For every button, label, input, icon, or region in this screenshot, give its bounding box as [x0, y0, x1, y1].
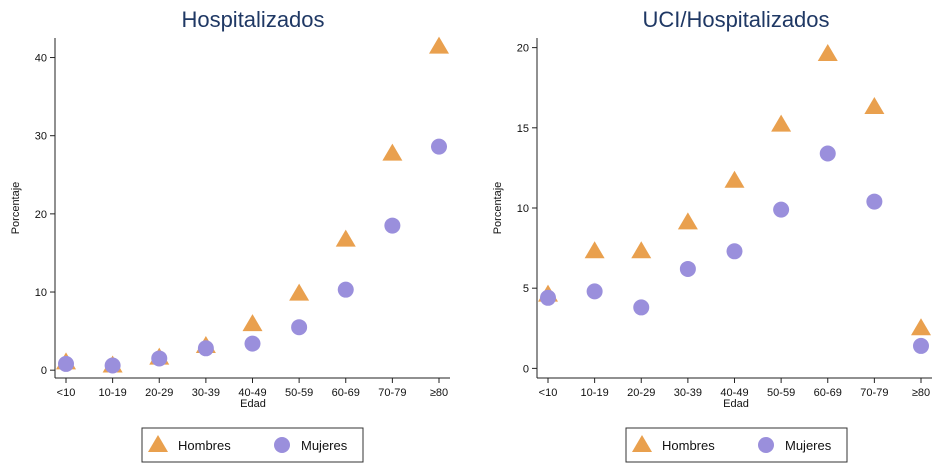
- x-tick-label: 30-39: [674, 387, 702, 399]
- y-tick-label: 40: [35, 53, 47, 65]
- x-tick-label: 60-69: [332, 387, 360, 399]
- x-tick-label: 40-49: [238, 387, 266, 399]
- x-tick-label: 50-59: [767, 387, 795, 399]
- legend-marker-mujeres: [758, 437, 774, 453]
- x-tick-label: 20-29: [145, 387, 173, 399]
- data-point-hombres: [242, 314, 263, 332]
- legend-label-hombres: Hombres: [178, 438, 231, 453]
- x-tick-label: 70-79: [860, 387, 888, 399]
- data-point-hombres: [817, 44, 838, 62]
- x-tick-label: 70-79: [378, 387, 406, 399]
- x-tick-label: <10: [539, 387, 558, 399]
- x-tick-label: 10-19: [581, 387, 609, 399]
- x-axis-title: Edad: [240, 398, 266, 410]
- data-point-hombres: [677, 212, 698, 230]
- y-axis-title: Porcentaje: [492, 182, 504, 235]
- chart-hospitalizados: Hospitalizados 0 10 20 30 40 <10 10-19 20-29 30-3…: [10, 7, 450, 463]
- legend-marker-mujeres: [274, 437, 290, 453]
- x-axis-title: Edad: [723, 398, 749, 410]
- data-point-mujeres: [58, 355, 74, 372]
- legend-marker-hombres: [632, 435, 652, 452]
- data-point-mujeres: [679, 260, 696, 277]
- y-tick-label: 10: [517, 203, 529, 215]
- x-tick-label: <10: [57, 387, 76, 399]
- x-tick-label: 30-39: [192, 387, 220, 399]
- y-tick-label: 30: [35, 131, 47, 143]
- data-point-hombres: [335, 229, 356, 247]
- legend-marker-hombres: [148, 435, 168, 452]
- y-tick-label: 20: [517, 43, 529, 55]
- data-point-mujeres: [431, 138, 447, 155]
- x-tick-label: ≥80: [912, 387, 930, 399]
- x-tick-label: 20-29: [627, 387, 655, 399]
- y-tick-label: 5: [523, 283, 529, 295]
- data-point-hombres: [724, 170, 745, 188]
- legend-box: [625, 427, 848, 463]
- data-point-mujeres: [151, 350, 168, 367]
- data-point-mujeres: [104, 357, 121, 374]
- legend-label-mujeres: Mujeres: [785, 438, 832, 453]
- data-point-mujeres: [633, 299, 650, 316]
- x-tick-label: 40-49: [720, 387, 748, 399]
- y-axis-title: Porcentaje: [10, 182, 22, 235]
- chart-uci-hospitalizados: UCI/Hospitalizados 0 5 10 15 20 <10 10-19 20-29 3…: [492, 7, 932, 463]
- x-tick-label: 50-59: [285, 387, 313, 399]
- data-point-mujeres: [337, 281, 354, 298]
- data-point-hombres: [289, 283, 310, 301]
- data-point-mujeres: [291, 319, 308, 336]
- data-point-mujeres: [197, 340, 214, 357]
- y-tick-label: 0: [523, 363, 529, 375]
- data-point-hombres: [429, 36, 449, 54]
- x-tick-label: ≥80: [430, 387, 448, 399]
- data-point-mujeres: [913, 337, 929, 354]
- data-point-hombres: [911, 318, 931, 336]
- legend-label-mujeres: Mujeres: [301, 438, 348, 453]
- data-point-hombres: [631, 241, 652, 259]
- x-tick-label: 10-19: [99, 387, 127, 399]
- data-point-mujeres: [244, 335, 261, 352]
- legend-box: [141, 427, 364, 463]
- data-point-hombres: [584, 241, 605, 259]
- data-point-mujeres: [540, 289, 556, 306]
- chart-title: Hospitalizados: [181, 7, 324, 32]
- data-point-mujeres: [819, 145, 836, 162]
- data-point-mujeres: [773, 201, 790, 218]
- x-tick-label: 60-69: [814, 387, 842, 399]
- y-tick-label: 0: [41, 365, 47, 377]
- data-point-hombres: [864, 96, 885, 114]
- legend-label-hombres: Hombres: [662, 438, 715, 453]
- data-point-mujeres: [384, 217, 401, 234]
- y-tick-label: 15: [517, 123, 529, 135]
- data-point-mujeres: [726, 243, 743, 260]
- data-point-mujeres: [866, 193, 883, 210]
- y-tick-label: 20: [35, 209, 47, 221]
- y-tick-label: 10: [35, 287, 47, 299]
- data-point-mujeres: [586, 283, 603, 300]
- data-point-hombres: [382, 143, 403, 161]
- data-point-hombres: [771, 114, 792, 132]
- chart-title: UCI/Hospitalizados: [642, 7, 829, 32]
